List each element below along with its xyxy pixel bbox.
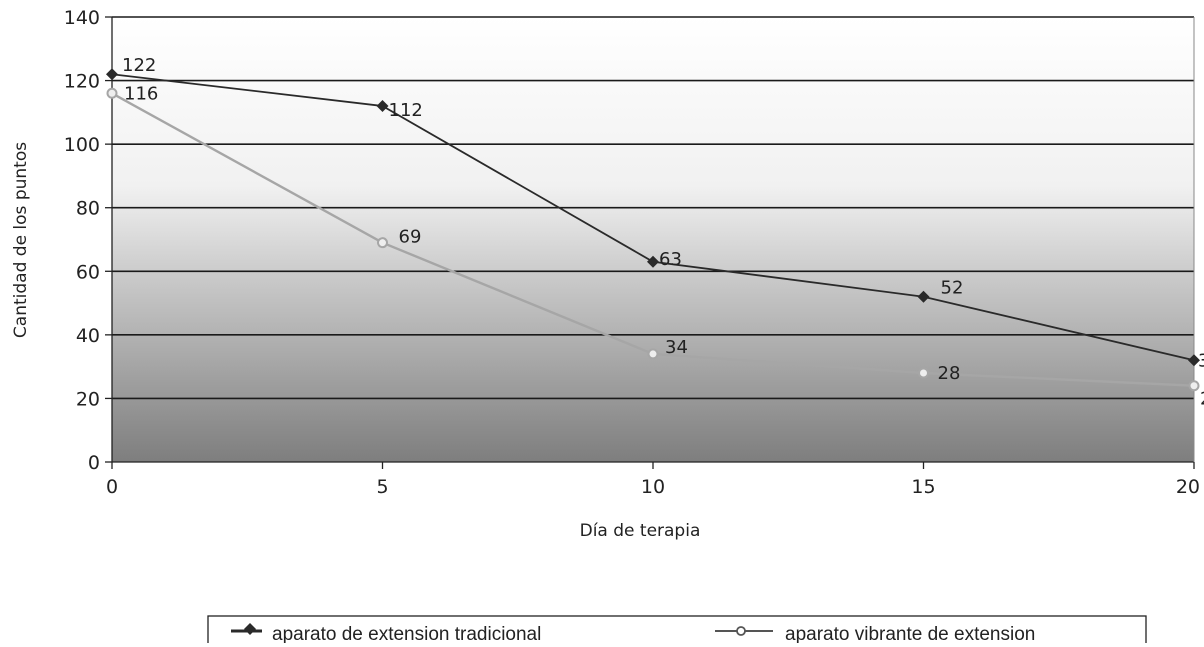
y-tick-label: 120	[64, 71, 100, 93]
x-tick-label: 10	[641, 476, 665, 498]
data-label: 28	[938, 363, 961, 384]
plot-area	[112, 17, 1194, 462]
y-tick-label: 80	[76, 198, 100, 220]
y-tick-label: 20	[76, 388, 100, 410]
y-tick-labels: 0 20 40 60 80 100 120 140	[64, 7, 100, 474]
legend-label-vibrante: aparato vibrante de extension	[785, 624, 1035, 643]
x-tick-label: 0	[106, 476, 118, 498]
y-tick-label: 40	[76, 325, 100, 347]
data-label: 69	[399, 227, 422, 248]
y-tick-label: 140	[64, 7, 100, 29]
legend: aparato de extension tradicional aparato…	[208, 616, 1146, 643]
x-tick-label: 5	[376, 476, 388, 498]
x-axis-label: Día de terapia	[580, 521, 701, 541]
y-tick-label: 60	[76, 261, 100, 283]
x-tick-labels: 0 5 10 15 20	[106, 476, 1200, 498]
data-point	[1190, 381, 1199, 390]
y-tick-label: 100	[64, 134, 100, 156]
data-label: 24	[1200, 389, 1204, 410]
x-tick-label: 20	[1176, 476, 1200, 498]
data-point	[919, 369, 928, 378]
data-label: 52	[941, 278, 964, 299]
data-label: 112	[389, 100, 423, 121]
data-label: 116	[124, 83, 158, 104]
y-tick-label: 0	[88, 452, 100, 474]
data-label: 63	[659, 249, 682, 270]
legend-label-tradicional: aparato de extension tradicional	[272, 624, 541, 643]
x-tick-label: 15	[911, 476, 935, 498]
data-point	[649, 349, 658, 358]
data-label: 34	[665, 337, 688, 358]
data-point	[108, 89, 117, 98]
y-axis-label: Cantidad de los puntos	[11, 142, 31, 338]
data-label: 32	[1198, 350, 1204, 371]
data-label: 122	[122, 55, 156, 76]
data-point	[378, 238, 387, 247]
